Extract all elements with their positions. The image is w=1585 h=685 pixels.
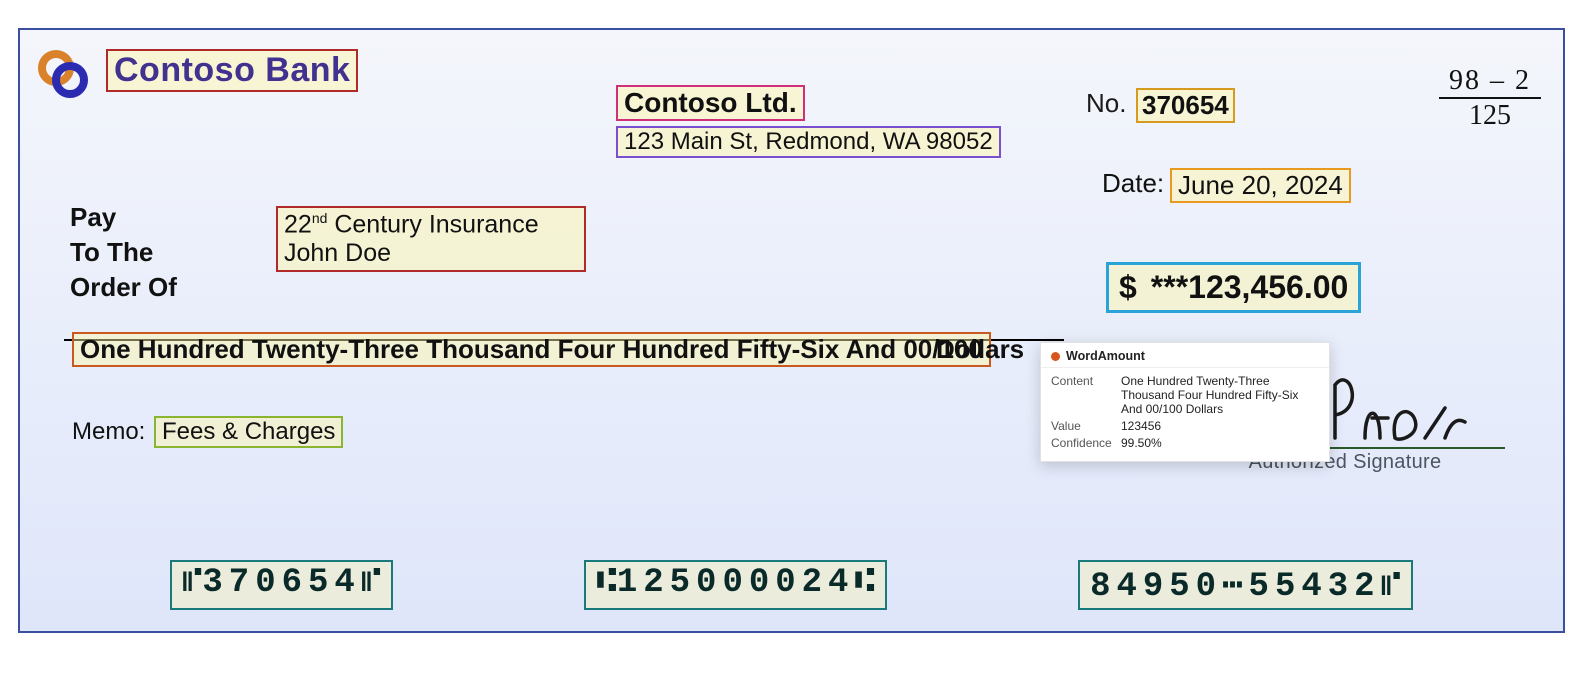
date-label: Date:: [1102, 168, 1164, 199]
popover-dot-icon: [1051, 352, 1060, 361]
memo-value: Fees & Charges: [154, 416, 343, 448]
popover-confidence-value: 99.50%: [1121, 436, 1319, 450]
micr-account-number: 84950⋯55432⑈: [1078, 560, 1413, 610]
drawer-name: Contoso Ltd.: [616, 85, 805, 121]
micr-routing-number: ⑆125000024⑆: [584, 560, 886, 610]
memo-label: Memo:: [72, 418, 145, 446]
payee-prefix: 22: [284, 210, 312, 238]
numeric-amount: $ ***123,456.00: [1106, 262, 1361, 313]
payee-line-1: 22nd Century Insurance: [284, 210, 578, 239]
check-panel: Contoso Bank Contoso Ltd. 123 Main St, R…: [18, 28, 1565, 633]
pay-to-order-label: Pay To The Order Of: [70, 200, 177, 305]
field-result-popover[interactable]: WordAmount Content One Hundred Twenty-Th…: [1040, 342, 1330, 462]
bank-name: Contoso Bank: [106, 49, 358, 92]
popover-content-label: Content: [1051, 374, 1121, 388]
micr-check-no-value: 370654: [202, 564, 360, 602]
pay-to-line1: Pay: [70, 200, 177, 235]
word-amount: One Hundred Twenty-Three Thousand Four H…: [72, 332, 991, 367]
routing-fraction-bottom: 125: [1439, 99, 1541, 130]
dollars-label: Dollars: [936, 334, 1024, 365]
micr-routing-value: 125000024: [617, 564, 855, 602]
check-number-label: No.: [1086, 88, 1126, 119]
drawer-address: 123 Main St, Redmond, WA 98052: [616, 126, 1001, 158]
popover-body: Content One Hundred Twenty-Three Thousan…: [1041, 368, 1329, 461]
pay-to-line3: Order Of: [70, 270, 177, 305]
micr-check-number: ⑈370654⑈: [170, 560, 393, 610]
popover-value-value: 123456: [1121, 419, 1319, 433]
popover-value-label: Value: [1051, 419, 1121, 433]
popover-field-name: WordAmount: [1066, 349, 1145, 363]
popover-content-value: One Hundred Twenty-Three Thousand Four H…: [1121, 374, 1319, 416]
check-number: 370654: [1136, 88, 1235, 123]
routing-fraction-top: 98 – 2: [1439, 66, 1541, 99]
micr-line: ⑈370654⑈ ⑆125000024⑆ 84950⋯55432⑈: [170, 560, 1413, 610]
routing-fraction: 98 – 2 125: [1439, 66, 1541, 131]
popover-header: WordAmount: [1041, 343, 1329, 368]
amount-value: ***123,456.00: [1151, 269, 1349, 305]
micr-account-value: 84950⋯55432: [1090, 568, 1381, 606]
payee-ordinal: nd: [312, 210, 328, 226]
pay-to-line2: To The: [70, 235, 177, 270]
bank-logo-icon: [34, 48, 94, 100]
payee-rest: Century Insurance: [327, 210, 538, 238]
currency-symbol: $: [1119, 269, 1137, 305]
date-value: June 20, 2024: [1170, 168, 1351, 203]
payee: 22nd Century Insurance John Doe: [276, 206, 586, 272]
popover-confidence-label: Confidence: [1051, 436, 1121, 450]
payee-line-2: John Doe: [284, 239, 578, 268]
